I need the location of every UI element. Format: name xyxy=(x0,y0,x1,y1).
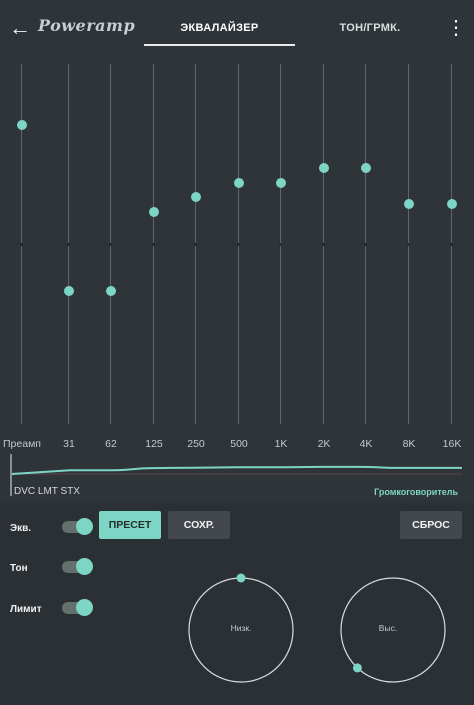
eq-slider-knob[interactable] xyxy=(361,163,371,174)
eq-slider-8[interactable] xyxy=(351,64,381,424)
eq-slider-4[interactable] xyxy=(181,64,211,424)
eq-slider-center-mark xyxy=(194,243,197,246)
bass-knob[interactable] xyxy=(180,569,302,691)
eq-slider-1[interactable] xyxy=(54,64,84,424)
eq-slider-center-mark xyxy=(364,243,367,246)
eq-slider-knob[interactable] xyxy=(447,199,457,210)
eq-curve-graph xyxy=(10,454,462,496)
eq-toggle-thumb xyxy=(76,518,93,535)
eq-slider-2[interactable] xyxy=(96,64,126,424)
eq-slider-knob[interactable] xyxy=(234,177,244,188)
eq-slider-center-mark xyxy=(450,243,453,246)
top-bar: ← Poweramp ЭКВАЛАЙЗЕР ТОН/ГРМК. ⋮ xyxy=(0,0,474,56)
output-device-label[interactable]: Громкоговоритель xyxy=(374,487,458,497)
tone-toggle-thumb xyxy=(76,558,93,575)
eq-slider-0[interactable] xyxy=(7,64,37,424)
treble-knob-handle xyxy=(352,663,362,673)
preset-button[interactable]: ПРЕСЕТ xyxy=(99,511,161,539)
eq-toggle[interactable] xyxy=(62,518,93,535)
eq-slider-knob[interactable] xyxy=(276,177,286,188)
eq-slider-center-mark xyxy=(237,243,240,246)
eq-band-label: 2K xyxy=(317,438,331,450)
eq-band-label: 31 xyxy=(63,438,75,450)
reset-button[interactable]: СБРОС xyxy=(400,511,462,539)
eq-band-label: 8K xyxy=(402,438,416,450)
eq-band-label: Преамп xyxy=(3,438,41,450)
bass-knob-handle xyxy=(236,573,246,583)
eq-band-label: 62 xyxy=(105,438,117,450)
eq-slider-knob[interactable] xyxy=(191,192,201,203)
eq-slider-center-mark xyxy=(67,243,70,246)
eq-slider-3[interactable] xyxy=(139,64,169,424)
more-vertical-icon[interactable]: ⋮ xyxy=(446,17,466,39)
eq-toggle-label: Экв. xyxy=(10,523,32,534)
eq-slider-knob[interactable] xyxy=(64,285,74,296)
device-name: DVC LMT STX xyxy=(14,486,80,497)
eq-band-label: 125 xyxy=(145,438,163,450)
bass-knob-label: Низк. xyxy=(230,623,252,633)
tab-tone-volume[interactable]: ТОН/ГРМК. xyxy=(339,22,401,34)
limit-toggle[interactable] xyxy=(62,599,93,616)
eq-slider-7[interactable] xyxy=(309,64,339,424)
tone-toggle[interactable] xyxy=(62,558,93,575)
tab-equalizer[interactable]: ЭКВАЛАЙЗЕР xyxy=(180,22,259,34)
eq-slider-knob[interactable] xyxy=(17,120,27,131)
eq-slider-knob[interactable] xyxy=(149,206,159,217)
limit-toggle-thumb xyxy=(76,599,93,616)
eq-slider-6[interactable] xyxy=(266,64,296,424)
eq-band-label: 500 xyxy=(230,438,248,450)
eq-slider-center-mark xyxy=(279,243,282,246)
eq-slider-knob[interactable] xyxy=(404,199,414,210)
eq-band-label: 250 xyxy=(187,438,205,450)
back-arrow-icon[interactable]: ← xyxy=(9,15,31,40)
eq-band-label: 1K xyxy=(274,438,288,450)
eq-slider-center-mark xyxy=(109,243,112,246)
eq-slider-center-mark xyxy=(152,243,155,246)
controls-panel: Экв. Тон Лимит ПРЕСЕТ СОХР. СБРОС Низк. … xyxy=(0,503,474,705)
eq-slider-center-mark xyxy=(20,243,23,246)
eq-slider-knob[interactable] xyxy=(106,285,116,296)
treble-knob-label: Выс. xyxy=(378,623,398,633)
eq-slider-knob[interactable] xyxy=(319,163,329,174)
active-tab-indicator xyxy=(144,44,295,46)
eq-slider-center-mark xyxy=(407,243,410,246)
eq-slider-5[interactable] xyxy=(224,64,254,424)
eq-slider-center-mark xyxy=(322,243,325,246)
tone-toggle-label: Тон xyxy=(10,563,28,574)
eq-band-label: 16K xyxy=(442,438,462,450)
eq-band-label: 4K xyxy=(359,438,373,450)
save-button[interactable]: СОХР. xyxy=(168,511,230,539)
eq-curve-preview xyxy=(10,452,462,498)
limit-toggle-label: Лимит xyxy=(10,604,42,615)
eq-slider-9[interactable] xyxy=(394,64,424,424)
eq-slider-10[interactable] xyxy=(437,64,467,424)
app-logo: Poweramp xyxy=(38,16,136,35)
treble-knob[interactable] xyxy=(332,569,454,691)
equalizer-panel: Преамп 31 62 125 250 500 1K 2K 4K 8K 16K xyxy=(0,56,474,456)
